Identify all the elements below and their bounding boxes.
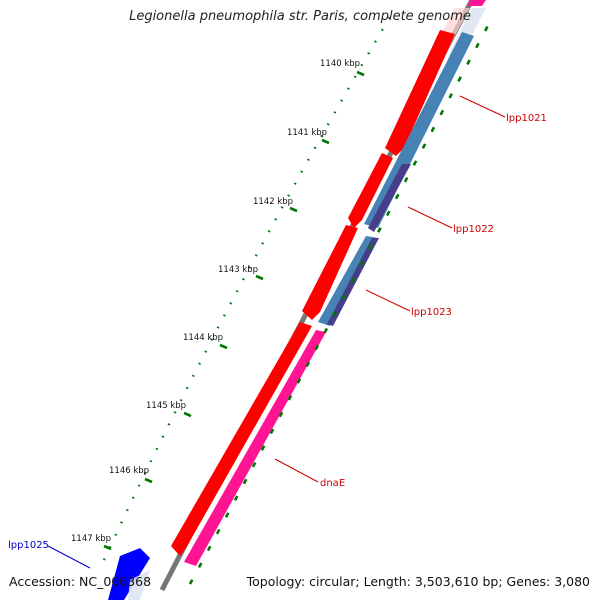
leader-lpp1021 [459,95,506,118]
tick-label: 1144 kbp [183,333,223,343]
outer-features [171,30,455,556]
tick-label: 1142 kbp [253,197,293,207]
tick-label: 1141 kbp [287,128,327,138]
ruler-dotted-line [102,7,397,561]
leader-lpp1025 [47,545,91,569]
gene-lpp1022b-arrow [302,225,358,320]
gene-label-lpp1021: lpp1021 [506,113,547,124]
tick-label: 1146 kbp [109,466,149,476]
gene-label-lpp1023: lpp1023 [411,307,452,318]
gene-lpp1025-light [128,570,150,600]
accession-text: Accession: NC_006368 [9,574,152,589]
gene-lpp1022-inner [368,164,411,232]
gene-lpp1025-arrow [108,548,150,600]
leader-dnaE [274,458,319,483]
gene-dnaE-outer-arrow [171,322,312,556]
gene-lpp1021-arrow [385,30,455,156]
gene-label-dnaE: dnaE [320,478,345,489]
leader-lpp1022 [407,206,453,229]
tick-label: 1140 kbp [320,59,360,69]
tick-label: 1147 kbp [71,534,111,544]
gene-lpp1022-arrow [348,153,393,228]
leader-lpp1023 [365,289,411,312]
gene-dnaE-arrow [184,330,326,566]
ruler-ticks [103,70,365,551]
tick-label: 1145 kbp [146,401,186,411]
gene-lpp1021-inner [364,32,474,228]
gene-label-lpp1022: lpp1022 [453,224,494,235]
gene-label-lpp1025: lpp1025 [8,540,49,551]
topology-text: Topology: circular; Length: 3,503,610 bp… [246,574,590,589]
map-title: Legionella pneumophila str. Paris, compl… [129,9,471,24]
top-feature-stub [468,0,486,6]
tick-label: 1143 kbp [218,265,258,275]
